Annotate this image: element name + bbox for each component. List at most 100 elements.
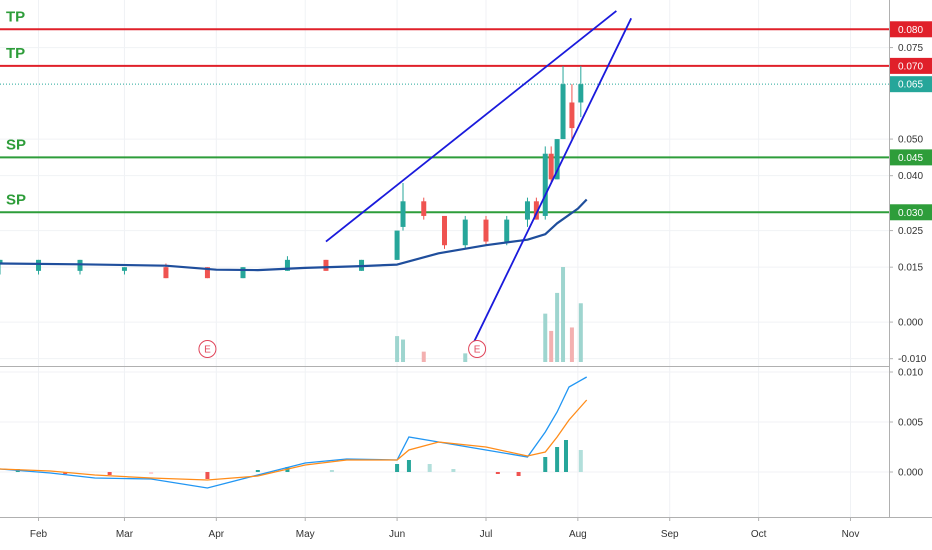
candle-body bbox=[284, 259, 290, 271]
moving-average-line bbox=[0, 198, 588, 272]
macd-histogram-bar bbox=[406, 460, 411, 472]
macd-histogram-bar bbox=[395, 464, 400, 472]
candle-body bbox=[542, 153, 548, 216]
macd-histogram-bar bbox=[495, 472, 500, 474]
macd-histogram-bar bbox=[205, 472, 210, 479]
x-tick-label: Nov bbox=[842, 529, 860, 540]
price-tag-label: 0.065 bbox=[898, 80, 923, 91]
volume-bar bbox=[463, 353, 468, 362]
level-annotations: TP TP SP SP bbox=[6, 8, 26, 208]
trendline bbox=[325, 10, 617, 243]
candle-body bbox=[578, 84, 584, 103]
candle-body bbox=[533, 201, 539, 220]
price-tag bbox=[890, 149, 932, 166]
macd-histogram-bar bbox=[107, 472, 112, 475]
macd-lines bbox=[0, 376, 588, 489]
price-tags: 0.080 0.070 0.045 0.030 0.065 bbox=[890, 21, 932, 221]
candle-body bbox=[400, 201, 406, 227]
x-tick-label: Apr bbox=[209, 529, 225, 540]
volume-bars bbox=[395, 267, 583, 362]
volume-bar bbox=[421, 351, 426, 362]
horizontal-levels bbox=[0, 28, 889, 214]
volume-bar bbox=[561, 267, 566, 362]
price-tag bbox=[890, 57, 932, 74]
level-annotation: TP bbox=[6, 8, 25, 25]
macd-histogram-bar bbox=[578, 450, 583, 472]
price-tag bbox=[890, 76, 932, 93]
macd-histogram-bar bbox=[149, 472, 154, 474]
price-tag bbox=[890, 21, 932, 38]
x-tick-label: Aug bbox=[569, 529, 587, 540]
volume-bar bbox=[569, 327, 574, 362]
macd-histogram-bar bbox=[63, 472, 68, 474]
macd-histogram-bar bbox=[516, 472, 521, 476]
volume-bar bbox=[549, 330, 554, 362]
macd-histogram-bar bbox=[563, 440, 568, 472]
level-annotation: SP bbox=[6, 136, 26, 153]
candle-body bbox=[560, 84, 566, 140]
candle-body bbox=[548, 153, 554, 180]
volume-bar bbox=[401, 339, 406, 362]
macd-histogram-bar bbox=[543, 457, 548, 472]
candle-body bbox=[0, 259, 3, 264]
price-tag-label: 0.030 bbox=[898, 208, 923, 219]
candle-body bbox=[504, 219, 510, 242]
candle-body bbox=[524, 201, 530, 220]
event-label: E bbox=[474, 345, 481, 356]
price-tag bbox=[890, 204, 932, 221]
event-marker bbox=[468, 340, 487, 358]
macd-histogram-bar bbox=[329, 470, 334, 472]
signal-line bbox=[0, 399, 588, 481]
x-tick-label: Feb bbox=[30, 529, 48, 540]
time-axis[interactable]: Feb Mar Apr May Jun Jul Aug Sep Oct Nov bbox=[30, 517, 859, 540]
price-axis[interactable]: 0.075 0.050 0.040 0.025 0.015 0.000 -0.010 bbox=[889, 43, 927, 365]
x-tick-label: Oct bbox=[751, 529, 767, 540]
candle-body bbox=[323, 259, 329, 271]
candle-body bbox=[240, 267, 246, 279]
candle-body bbox=[569, 102, 575, 129]
candle-body bbox=[554, 139, 560, 180]
level-annotation: TP bbox=[6, 45, 25, 62]
macd-histogram bbox=[15, 440, 583, 479]
x-tick-label: Jul bbox=[480, 529, 493, 540]
macd-axis[interactable]: 0.010 0.005 0.000 bbox=[889, 368, 923, 479]
candle-body bbox=[483, 219, 489, 242]
y-tick-label: 0.015 bbox=[898, 263, 923, 274]
trendline bbox=[470, 17, 632, 349]
price-tag-label: 0.080 bbox=[898, 25, 923, 36]
price-tag-label: 0.070 bbox=[898, 61, 923, 72]
x-tick-label: Sep bbox=[661, 529, 679, 540]
candle-body bbox=[204, 267, 210, 279]
candle-body bbox=[163, 267, 169, 279]
candle-body bbox=[36, 259, 42, 271]
y-tick-label: 0.040 bbox=[898, 171, 923, 182]
y-tick-label: 0.000 bbox=[898, 318, 923, 329]
y-tick-label: 0.005 bbox=[898, 418, 923, 429]
volume-bar bbox=[555, 292, 560, 362]
x-tick-label: May bbox=[296, 529, 315, 540]
volume-bar bbox=[395, 336, 400, 362]
y-tick-label: 0.000 bbox=[898, 468, 923, 479]
y-tick-label: 0.050 bbox=[898, 135, 923, 146]
y-tick-label: -0.010 bbox=[898, 354, 927, 365]
price-tag-label: 0.045 bbox=[898, 153, 923, 164]
candle-body bbox=[421, 201, 427, 216]
x-tick-label: Jun bbox=[389, 529, 405, 540]
volume-bar bbox=[543, 313, 548, 362]
event-marker bbox=[198, 340, 217, 358]
candle-body bbox=[394, 230, 400, 260]
y-tick-label: 0.010 bbox=[898, 368, 923, 379]
x-tick-label: Mar bbox=[116, 529, 134, 540]
trendlines bbox=[325, 10, 632, 349]
y-tick-label: 0.075 bbox=[898, 43, 923, 54]
candle-body bbox=[462, 219, 468, 246]
macd-histogram-bar bbox=[427, 464, 432, 472]
macd-histogram-bar bbox=[451, 469, 456, 472]
level-annotation: SP bbox=[6, 191, 26, 208]
event-label: E bbox=[204, 345, 211, 356]
moving-average bbox=[0, 198, 588, 272]
macd-histogram-bar bbox=[255, 470, 260, 472]
